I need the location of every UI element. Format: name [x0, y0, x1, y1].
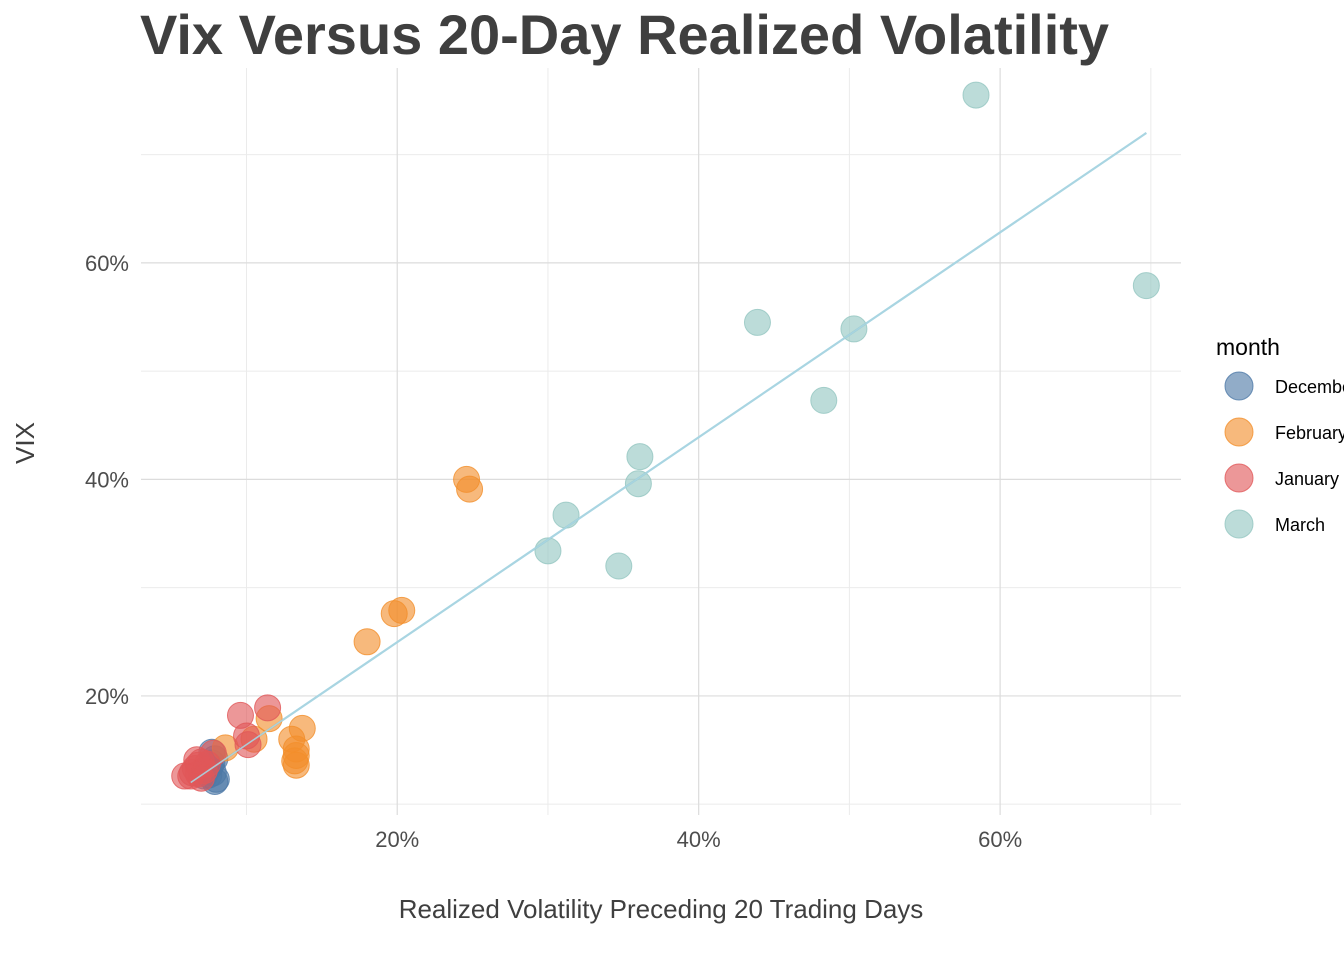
legend-label-february: February: [1275, 423, 1344, 443]
x-tick-label: 20%: [375, 827, 419, 852]
data-point: [353, 628, 381, 656]
legend-label-march: March: [1275, 515, 1325, 535]
y-axis-title: VIX: [10, 422, 40, 464]
y-tick-label: 20%: [85, 684, 129, 709]
data-point: [1132, 272, 1160, 300]
trendline-overlay: [190, 132, 1147, 784]
y-tick-label: 40%: [85, 467, 129, 492]
grid-lines: [141, 68, 1181, 815]
chart-title: Vix Versus 20-Day Realized Volatility: [140, 3, 1110, 66]
legend-key-january: [1224, 463, 1254, 493]
data-point: [254, 694, 282, 722]
legend-title: month: [1216, 334, 1280, 360]
legend-key-december: [1224, 371, 1254, 401]
data-point: [624, 470, 652, 498]
legend: month December February January March: [1216, 334, 1344, 539]
legend-key-february: [1224, 417, 1254, 447]
data-point: [234, 731, 262, 759]
data-point: [962, 81, 990, 109]
data-point: [743, 308, 771, 336]
y-tick-label: 60%: [85, 251, 129, 276]
data-point: [626, 443, 654, 471]
data-point: [380, 600, 408, 628]
x-tick-label: 60%: [978, 827, 1022, 852]
data-point: [552, 501, 580, 529]
legend-label-december: December: [1275, 377, 1344, 397]
data-point: [282, 751, 310, 779]
data-point: [193, 750, 221, 778]
data-point: [605, 552, 633, 580]
data-point: [456, 475, 484, 503]
tick-labels: 20% 40% 60% 20% 40% 60%: [85, 251, 1022, 852]
data-point: [810, 386, 838, 414]
data-points: [171, 81, 1160, 795]
legend-label-january: January: [1275, 469, 1339, 489]
data-point: [534, 537, 562, 565]
x-axis-title: Realized Volatility Preceding 20 Trading…: [399, 894, 924, 924]
x-tick-label: 40%: [677, 827, 721, 852]
series-march: [534, 81, 1160, 580]
legend-key-march: [1224, 509, 1254, 539]
